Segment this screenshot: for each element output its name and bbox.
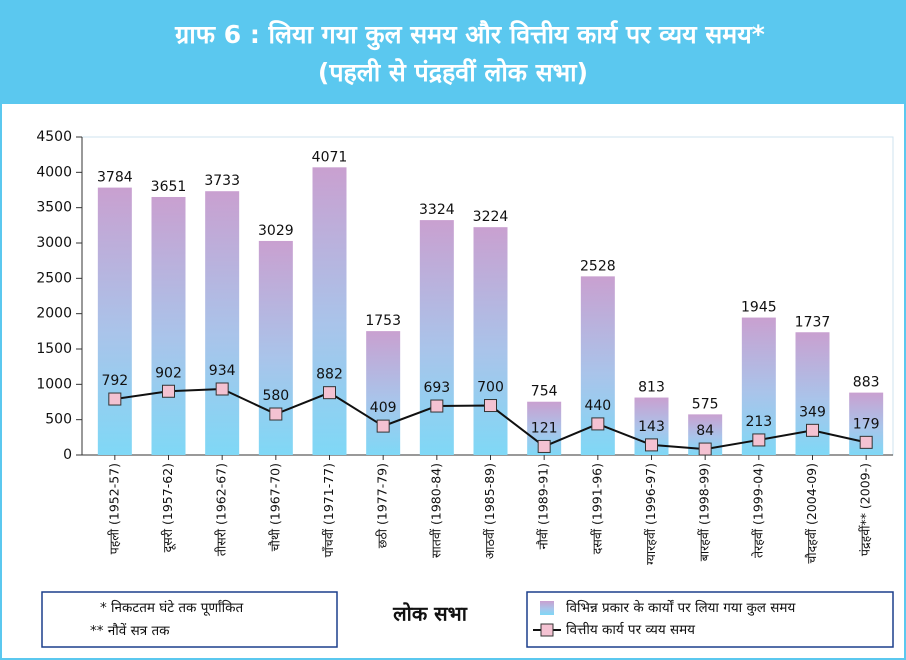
y-tick-label: 4500 bbox=[36, 129, 72, 145]
y-tick-label: 3500 bbox=[36, 200, 72, 216]
line-value-label: 349 bbox=[799, 404, 826, 420]
y-tick-label: 4000 bbox=[36, 164, 72, 180]
legend bbox=[526, 591, 894, 648]
y-tick-label: 0 bbox=[63, 447, 72, 463]
line-value-label: 213 bbox=[745, 414, 772, 430]
line-value-label: 409 bbox=[370, 400, 397, 416]
line-marker bbox=[859, 435, 873, 449]
x-tick-label: पंद्रहवीं** (2009-) bbox=[858, 463, 873, 556]
legend-swatch bbox=[540, 601, 554, 615]
bar-value-label: 575 bbox=[692, 396, 719, 412]
bar-value-label: 813 bbox=[638, 380, 665, 396]
y-tick-label: 500 bbox=[45, 412, 72, 428]
x-tick-label: ग्यारहवीं (1996-97) bbox=[643, 463, 658, 565]
x-tick-label: आठवीं (1985-89) bbox=[482, 463, 497, 559]
line-marker bbox=[537, 439, 551, 453]
line-marker bbox=[591, 417, 605, 431]
line-value-label: 121 bbox=[531, 420, 558, 436]
line-value-label: 84 bbox=[696, 423, 714, 439]
bar bbox=[366, 331, 401, 455]
bar bbox=[419, 220, 454, 455]
bar-value-label: 3029 bbox=[258, 223, 294, 239]
line-marker bbox=[323, 386, 336, 400]
bar bbox=[312, 167, 347, 456]
line-marker bbox=[752, 433, 766, 447]
bar bbox=[741, 317, 776, 455]
bar-value-label: 754 bbox=[531, 384, 558, 400]
x-tick-label: चौदहवीं (2004-09) bbox=[804, 463, 819, 564]
line-marker bbox=[430, 399, 444, 413]
line-value-label: 902 bbox=[155, 365, 182, 381]
x-tick-label: पहली (1952-57) bbox=[106, 463, 121, 554]
bar-value-label: 2528 bbox=[580, 258, 616, 274]
line-value-label: 882 bbox=[316, 367, 343, 383]
bar bbox=[97, 187, 132, 455]
line-marker bbox=[484, 399, 497, 413]
line-marker bbox=[215, 382, 229, 396]
line-marker bbox=[698, 442, 712, 456]
x-tick-label: पाँचवीं (1971-77) bbox=[321, 463, 336, 557]
bar bbox=[258, 240, 293, 455]
bar-value-label: 3651 bbox=[151, 179, 187, 195]
x-tick-label: तीसरी (1962-67) bbox=[214, 463, 229, 556]
line-value-label: 934 bbox=[209, 363, 236, 379]
x-tick-label: चौथी (1967-70) bbox=[267, 463, 282, 551]
line-value-label: 440 bbox=[584, 398, 611, 414]
legend-label: विभिन्न प्रकार के कार्यों पर लिया गया कु… bbox=[566, 599, 796, 616]
line-marker bbox=[806, 423, 819, 437]
note: ** नौवें सत्र तक bbox=[90, 622, 170, 639]
bar-value-label: 883 bbox=[853, 375, 880, 391]
line-marker bbox=[645, 438, 658, 452]
line-marker bbox=[269, 407, 283, 421]
bar-value-label: 4071 bbox=[312, 149, 348, 165]
x-tick-label: सातवीं (1980-84) bbox=[428, 463, 443, 558]
x-tick-label: नौवीं (1989-91) bbox=[536, 463, 551, 549]
bar bbox=[473, 227, 508, 455]
line-marker bbox=[108, 392, 122, 406]
y-tick-label: 2500 bbox=[36, 270, 72, 286]
bar-value-label: 1753 bbox=[365, 313, 401, 329]
x-tick-label: छठी (1977-79) bbox=[375, 463, 390, 548]
x-tick-label: तेरहवीं (1999-04) bbox=[750, 463, 765, 558]
y-tick-label: 1000 bbox=[36, 376, 72, 392]
x-tick-label: बारहवीं (1998-99) bbox=[697, 463, 712, 561]
x-tick-label: दसवीं (1991-96) bbox=[589, 463, 604, 554]
bar-value-label: 1945 bbox=[741, 300, 777, 316]
note: * निकटतम घंटे तक पूर्णांकित bbox=[100, 599, 243, 616]
line-marker bbox=[162, 384, 175, 398]
bar-value-label: 3733 bbox=[204, 173, 240, 189]
bar bbox=[205, 191, 240, 455]
line-value-label: 693 bbox=[423, 380, 450, 396]
chart-subtitle: (पहली से पंद्रहवीं लोक सभा) bbox=[318, 58, 588, 87]
x-tick-label: दूसरी (1957-62) bbox=[160, 463, 176, 552]
line-value-label: 143 bbox=[638, 419, 665, 435]
y-tick-label: 1500 bbox=[36, 341, 72, 357]
notes-box bbox=[41, 591, 338, 648]
legend-label: वित्तीय कार्य पर व्यय समय bbox=[566, 621, 696, 638]
chart-title: ग्राफ 6 : लिया गया कुल समय और वित्तीय का… bbox=[174, 20, 765, 51]
line-value-label: 179 bbox=[853, 416, 880, 432]
legend-marker bbox=[540, 623, 554, 637]
bar-value-label: 3224 bbox=[473, 209, 509, 225]
line-value-label: 580 bbox=[262, 388, 289, 404]
bar-value-label: 3784 bbox=[97, 170, 133, 186]
bar-value-label: 3324 bbox=[419, 202, 455, 218]
y-tick-label: 2000 bbox=[36, 306, 72, 322]
bar-value-label: 1737 bbox=[795, 314, 831, 330]
bar bbox=[151, 196, 186, 455]
y-tick-label: 3000 bbox=[36, 235, 72, 251]
line-value-label: 792 bbox=[101, 373, 128, 389]
x-axis-label: लोक सभा bbox=[392, 602, 468, 626]
line-marker bbox=[376, 419, 390, 433]
header bbox=[0, 0, 906, 104]
line-value-label: 700 bbox=[477, 380, 504, 396]
